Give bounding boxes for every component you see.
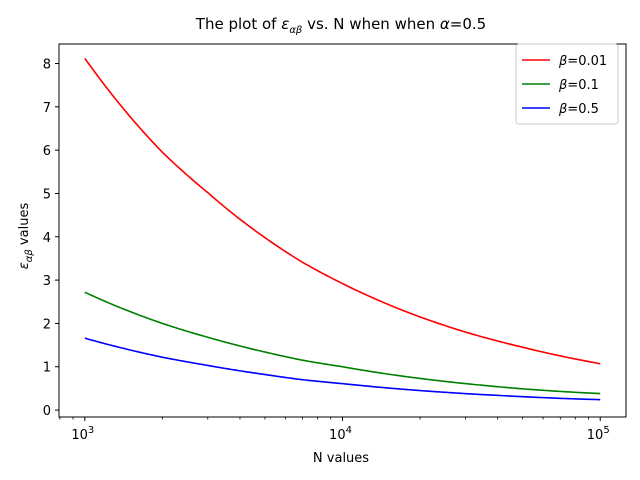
title-alpha-symbol: α	[440, 15, 450, 33]
y-tick-label: 2	[43, 317, 51, 332]
legend-beta-symbol: β	[558, 102, 567, 117]
chart-title: The plot of εαβ vs. N when when α=0.5	[195, 15, 486, 36]
legend-beta-symbol: β	[558, 54, 567, 69]
ylabel-epsilon-subscript: αβ	[24, 249, 35, 263]
y-tick-label: 4	[43, 231, 51, 246]
y-tick-label: 5	[43, 187, 51, 202]
legend-beta-value: =0.1	[567, 78, 599, 93]
x-tick-base: 10	[587, 428, 604, 443]
series-line-beta-0-01	[84, 57, 601, 365]
y-tick-label: 8	[43, 57, 51, 72]
y-axis-ticks: 0 1 2 3 4 5 6 7 8	[43, 57, 59, 419]
legend-entry-label: β=0.5	[558, 102, 599, 117]
x-tick-base: 10	[329, 428, 346, 443]
x-tick-exponent: 4	[346, 425, 352, 436]
legend-beta-symbol: β	[558, 78, 567, 93]
x-tick-exponent: 3	[88, 425, 94, 436]
legend-box	[515, 43, 619, 125]
ylabel-suffix: values	[17, 203, 32, 250]
legend-beta-value: =0.01	[567, 54, 607, 69]
series-line-beta-0-5	[84, 337, 601, 401]
x-axis-ticks: 103 104 105	[59, 417, 610, 443]
legend: β=0.01β=0.1β=0.5	[515, 43, 619, 125]
title-prefix: The plot of	[195, 15, 281, 33]
x-tick-exponent: 5	[603, 425, 609, 436]
series-lines	[84, 57, 601, 401]
x-tick-base: 10	[71, 428, 88, 443]
legend-entry-label: β=0.01	[558, 54, 607, 69]
series-line-beta-0-1	[84, 291, 601, 395]
y-tick-label: 3	[43, 274, 51, 289]
axes-frame	[58, 43, 627, 418]
y-tick-label: 1	[43, 361, 51, 376]
y-tick-label: 0	[43, 404, 51, 419]
x-tick-label: 105	[587, 425, 610, 443]
title-epsilon-symbol: ε	[281, 15, 289, 33]
legend-entry-label: β=0.1	[558, 78, 599, 93]
title-alpha-value: =0.5	[450, 15, 486, 33]
y-axis-label: εαβ values	[17, 203, 35, 270]
ylabel-epsilon-symbol: ε	[17, 262, 32, 269]
legend-beta-value: =0.5	[567, 102, 599, 117]
title-suffix: vs. N when when	[302, 15, 440, 33]
y-tick-label: 7	[43, 101, 51, 116]
y-tick-label: 6	[43, 144, 51, 159]
title-epsilon-subscript: αβ	[289, 25, 303, 36]
x-tick-label: 103	[71, 425, 94, 443]
x-tick-label: 104	[329, 425, 352, 443]
x-axis-label: N values	[313, 451, 369, 466]
